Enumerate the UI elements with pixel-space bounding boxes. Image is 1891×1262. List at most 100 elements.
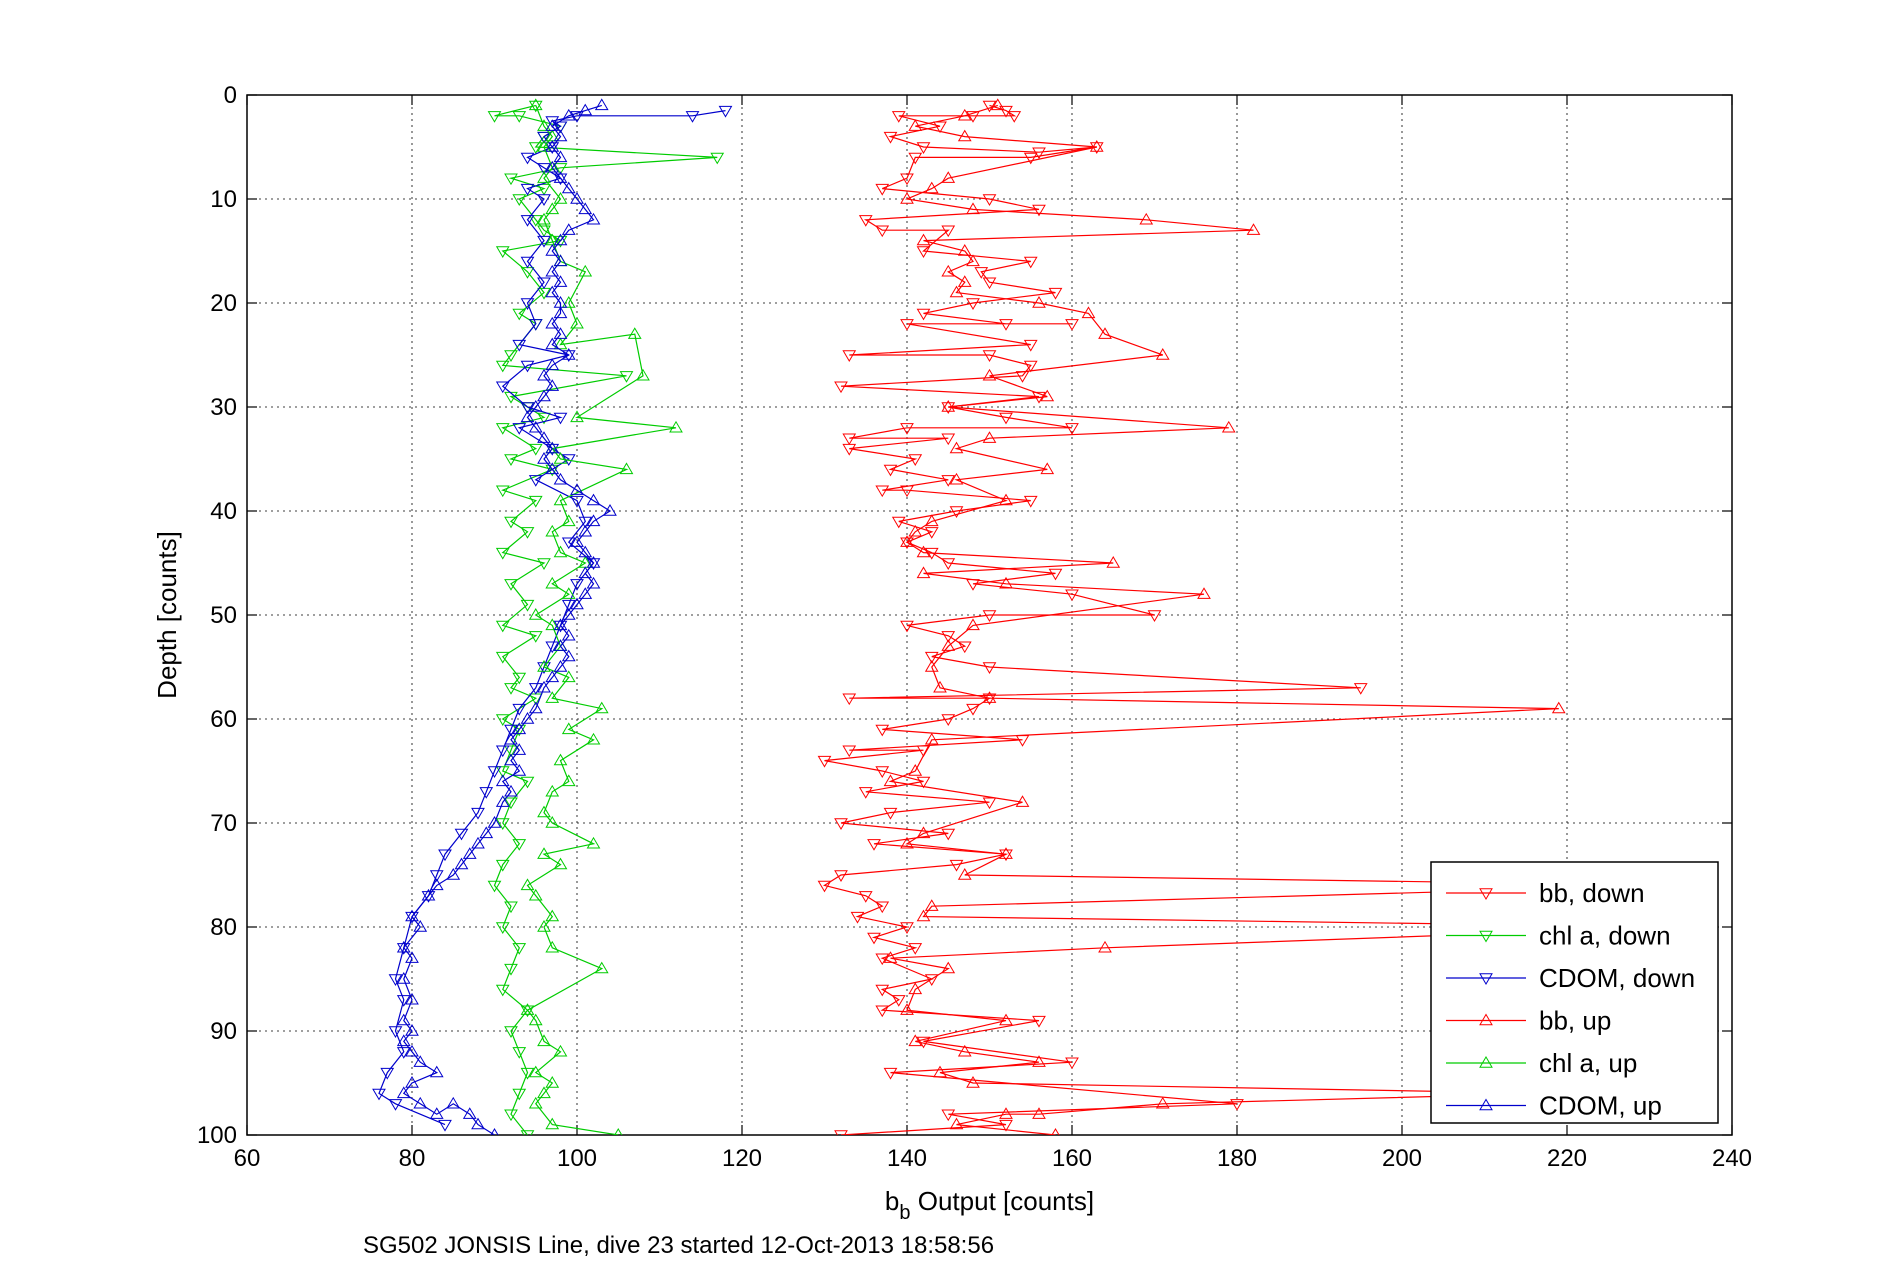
data-point — [570, 495, 584, 508]
data-point — [537, 171, 551, 183]
data-point — [636, 368, 650, 381]
data-point — [405, 909, 419, 922]
data-point — [561, 587, 576, 599]
data-point — [908, 119, 923, 131]
data-point — [578, 264, 593, 277]
data-point — [495, 984, 510, 997]
data-point — [545, 464, 560, 477]
data-point — [553, 327, 568, 339]
data-point — [957, 641, 972, 654]
data-point — [561, 628, 576, 641]
data-point — [396, 972, 411, 984]
data-point — [999, 576, 1013, 589]
data-point — [537, 131, 551, 144]
data-point — [1353, 683, 1368, 695]
data-point — [520, 410, 535, 423]
data-point — [553, 235, 568, 248]
data-point — [553, 171, 568, 183]
data-point — [471, 836, 485, 849]
series-line-cdom-up — [402, 104, 612, 1135]
data-point — [1155, 348, 1170, 360]
data-point — [553, 129, 568, 142]
data-point — [495, 766, 510, 778]
data-point — [561, 348, 576, 360]
data-point — [537, 389, 551, 402]
data-point — [1023, 256, 1038, 269]
data-point — [512, 703, 527, 716]
data-point — [413, 1096, 428, 1109]
data-point — [900, 423, 914, 435]
data-point — [900, 836, 914, 849]
data-point — [586, 836, 601, 849]
data-point — [999, 493, 1013, 506]
data-point — [933, 121, 947, 134]
data-point — [834, 818, 848, 830]
y-tick-label: 70 — [210, 810, 237, 837]
data-point — [908, 152, 923, 165]
data-point — [520, 1130, 535, 1135]
data-point — [1040, 389, 1055, 402]
legend-label: CDOM, down — [1539, 963, 1695, 993]
data-point — [553, 1044, 568, 1057]
data-point — [1032, 296, 1046, 308]
data-point — [1551, 701, 1566, 714]
data-point — [941, 631, 956, 643]
data-point — [545, 816, 560, 828]
data-point — [504, 454, 518, 466]
x-tick-label: 80 — [399, 1145, 426, 1172]
x-tick-label: 60 — [234, 1145, 261, 1172]
data-point — [537, 558, 551, 570]
data-point — [982, 431, 997, 443]
data-point — [520, 599, 535, 612]
data-point — [578, 103, 593, 116]
data-point — [545, 264, 560, 277]
data-point — [413, 920, 428, 932]
data-point — [586, 493, 601, 506]
data-point — [429, 1107, 444, 1119]
data-point — [982, 100, 997, 113]
data-point — [454, 828, 469, 841]
data-point — [999, 1119, 1013, 1132]
data-point — [858, 215, 873, 227]
data-point — [495, 714, 510, 726]
data-point — [908, 764, 923, 776]
data-point — [372, 1088, 386, 1101]
data-point — [1106, 556, 1121, 568]
data-point — [504, 516, 518, 529]
data-point — [446, 1096, 461, 1109]
data-point — [388, 1099, 403, 1111]
data-point — [891, 995, 906, 1007]
legend-marker — [1479, 973, 1493, 985]
data-point — [982, 350, 997, 362]
data-point — [883, 1067, 898, 1080]
data-point — [545, 784, 560, 797]
y-tick-label: 30 — [210, 394, 237, 421]
data-point — [1040, 462, 1055, 475]
data-point — [487, 816, 502, 828]
data-point — [495, 651, 510, 664]
data-point — [875, 984, 890, 997]
data-point — [603, 504, 617, 516]
data-point — [495, 485, 510, 498]
data-point — [396, 943, 411, 955]
data-point — [528, 400, 543, 412]
data-point — [520, 878, 535, 891]
data-point — [553, 163, 568, 175]
data-point — [982, 610, 997, 622]
data-point — [924, 899, 939, 911]
data-point — [396, 1047, 411, 1059]
data-point — [553, 150, 568, 163]
data-point — [553, 753, 568, 766]
data-point — [1032, 204, 1046, 217]
data-point — [933, 1065, 947, 1078]
legend-item: CDOM, up — [1446, 1091, 1662, 1121]
data-point — [982, 277, 997, 290]
data-point — [850, 911, 865, 924]
data-point — [867, 932, 881, 945]
data-point — [528, 142, 543, 154]
data-point — [487, 766, 502, 778]
data-point — [1098, 940, 1112, 953]
data-point — [578, 524, 593, 537]
data-point — [619, 462, 634, 475]
data-point — [1065, 319, 1079, 331]
